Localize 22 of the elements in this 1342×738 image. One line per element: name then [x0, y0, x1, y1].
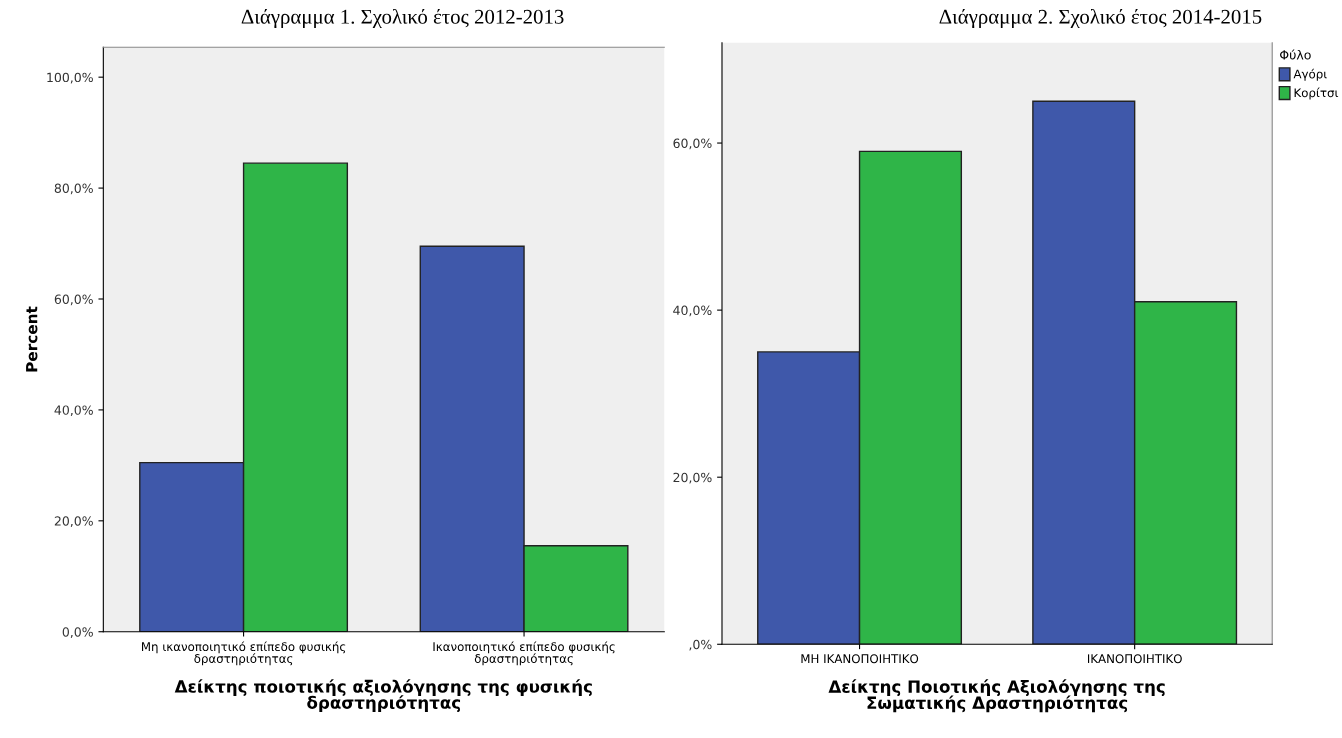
y-tick-label: 100,0%	[47, 72, 93, 84]
legend-title: Φύλο	[1280, 49, 1311, 60]
y-tick-label: 60,0%	[54, 294, 93, 306]
x-tick-label: Ικανοποιητικό επίπεδο φυσικής δραστηριότητας	[433, 641, 615, 666]
y-tick-label: 0,0%	[62, 627, 93, 638]
x-tick-label: ΙΚΑΝΟΠΟΙΗΤΙΚΟ	[1087, 654, 1182, 664]
y-tick-label: 80,0%	[54, 183, 93, 195]
legend-label: Αγόρι	[1293, 68, 1327, 81]
y-tick-label: 20,0%	[54, 516, 93, 528]
legend-label: Κορίτσι	[1294, 87, 1339, 100]
x-axis-title: Δείκτης Ποιοτικής Αξιολόγησης της Σωματικής Δραστηριότητας	[828, 679, 1165, 713]
y-tick-label: 40,0%	[54, 405, 93, 417]
chart-title: Διάγραμμα 2. Σχολικό έτος 2014-2015	[939, 8, 1262, 29]
y-tick-label: 20,0%	[673, 472, 712, 484]
y-tick-label: 40,0%	[673, 305, 712, 317]
y-axis-title: Percent	[26, 306, 38, 372]
chart-title: Διάγραμμα 1. Σχολικό έτος 2012-2013	[241, 8, 564, 29]
x-tick-label: ΜΗ ΙΚΑΝΟΠΟΙΗΤΙΚΟ	[801, 654, 919, 664]
x-tick-label: Μη ικανοποιητικό επίπεδο φυσικής δραστηριότητας	[142, 641, 346, 666]
y-tick-label: ,0%	[689, 639, 712, 651]
x-axis-title: Δείκτης ποιοτικής αξιολόγησης της φυσικής δραστηριότητας	[174, 679, 592, 713]
y-tick-label: 60,0%	[673, 138, 712, 150]
